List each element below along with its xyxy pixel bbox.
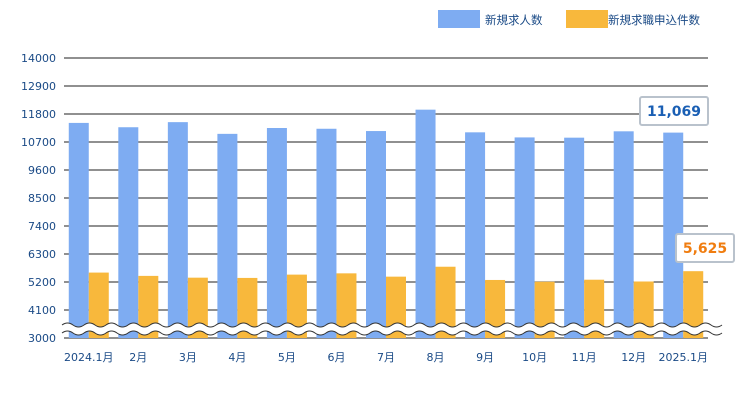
bar-job-openings: [266, 128, 287, 338]
x-tick-label: 2月: [129, 351, 147, 364]
y-tick-label: 7400: [28, 220, 56, 233]
axis-break-line-top: [61, 322, 723, 328]
bar-job-applications: [386, 276, 406, 338]
legend-label: 新規求人数: [485, 13, 543, 27]
x-tick-label: 5月: [278, 351, 296, 364]
axis-break-line-bottom: [61, 330, 723, 336]
bar-job-openings: [465, 132, 486, 338]
bar-job-openings: [663, 132, 684, 338]
y-tick-label: 8500: [28, 192, 56, 205]
y-tick-label: 9600: [28, 164, 56, 177]
y-tick-label: 5200: [28, 276, 56, 289]
bar-job-applications: [138, 275, 159, 338]
axis-break-band: [59, 323, 725, 335]
bar-job-applications: [187, 277, 208, 338]
bar-job-applications: [336, 273, 357, 338]
bar-job-openings: [564, 137, 585, 338]
y-tick-label: 12900: [21, 80, 56, 93]
x-tick-label: 3月: [179, 351, 197, 364]
legend-label: 新規求職申込件数: [608, 13, 700, 27]
bar-job-openings: [167, 122, 188, 339]
bar-job-openings: [118, 127, 139, 339]
y-tick-label: 3000: [28, 332, 56, 345]
bar-job-applications: [435, 266, 456, 338]
x-tick-label: 11月: [572, 351, 597, 364]
bar-job-openings: [316, 128, 337, 338]
legend: 新規求人数 新規求職申込件数: [438, 10, 700, 28]
y-axis-ticks: 3000 4100 5200 6300 7400 8500 9600 10700 11800 12…: [21, 52, 56, 345]
callout-box: [639, 96, 709, 126]
axis-break: [59, 322, 725, 336]
bar-job-openings: [514, 137, 535, 338]
bar-job-openings: [415, 109, 436, 338]
bar-job-openings: [366, 131, 386, 338]
y-tick-label: 14000: [21, 52, 56, 65]
bar-job-applications: [485, 279, 506, 338]
x-tick-label: 6月: [327, 351, 345, 364]
bar-job-applications: [286, 274, 307, 338]
callout-box: [675, 233, 735, 263]
bar-job-applications: [88, 272, 109, 338]
x-tick-label: 4月: [228, 351, 246, 364]
y-tick-label: 11800: [21, 108, 56, 121]
callout-value: 11,069: [647, 104, 701, 120]
bar-job-openings: [613, 131, 634, 338]
x-tick-label: 8月: [427, 351, 445, 364]
x-tick-label: 2024.1月: [64, 351, 114, 364]
callout-value: 5,625: [683, 241, 727, 257]
x-tick-label: 7月: [377, 351, 395, 364]
y-tick-label: 6300: [28, 248, 56, 261]
bar-job-openings: [217, 133, 238, 338]
x-tick-label: 2025.1月: [658, 351, 708, 364]
bars: [68, 109, 704, 339]
x-tick-label: 12月: [621, 351, 646, 364]
y-tick-label: 10700: [21, 136, 56, 149]
x-tick-label: 10月: [522, 351, 547, 364]
x-tick-label: 9月: [476, 351, 494, 364]
callouts: 11,069 5,625: [639, 96, 735, 263]
bar-job-applications: [683, 271, 704, 338]
legend-swatch: [566, 10, 608, 28]
x-axis-ticks: 2024.1月 2月 3月 4月 5月 6月 7月 8月 9月 10月 11月 12月 2025.1月: [64, 351, 708, 364]
bar-job-openings: [68, 122, 89, 338]
legend-swatch: [438, 10, 480, 28]
y-tick-label: 4100: [28, 304, 56, 317]
